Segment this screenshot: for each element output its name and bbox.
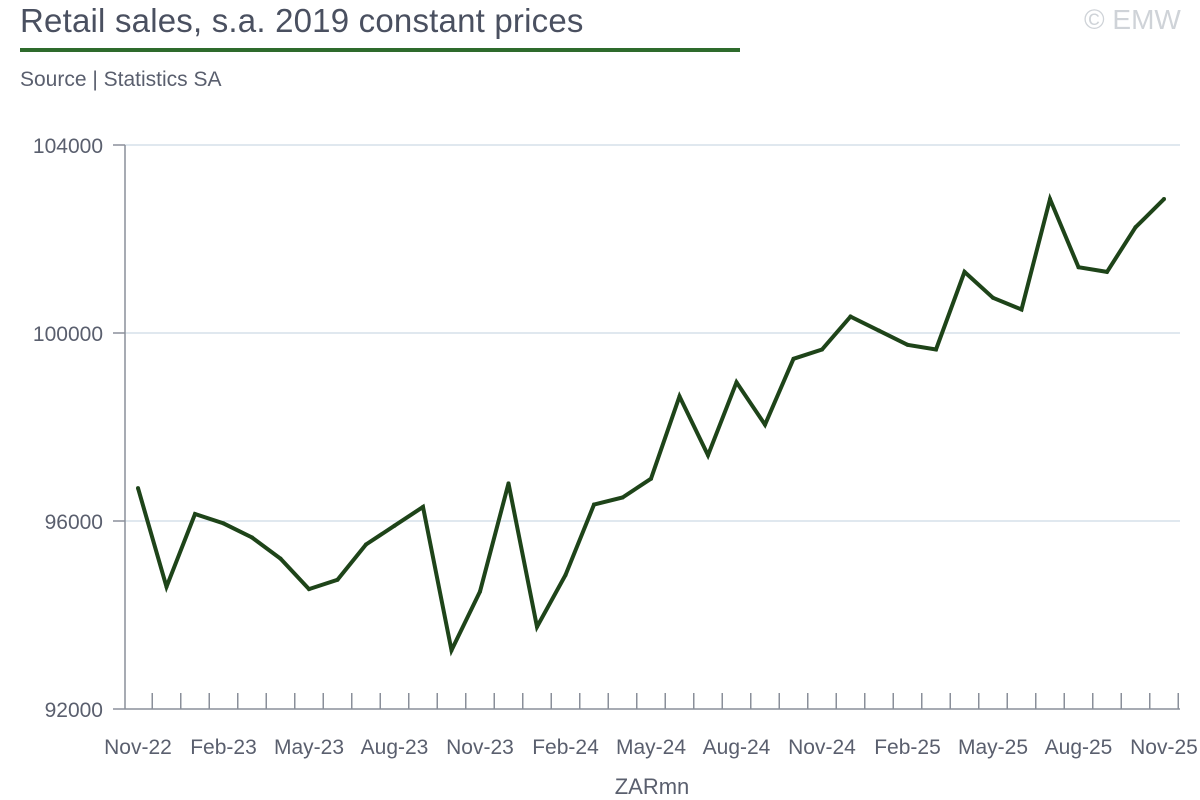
data-point (1133, 225, 1138, 230)
x-tick-label: Nov-22 (104, 736, 172, 759)
data-point (649, 476, 653, 481)
data-point (250, 535, 254, 540)
data-point (734, 380, 739, 385)
data-point (364, 542, 368, 547)
copyright-label: © EMW (1084, 4, 1181, 35)
x-tick-label: Feb-23 (190, 736, 257, 759)
data-point (706, 453, 710, 458)
data-point (905, 342, 910, 347)
x-tick-label: May-24 (616, 736, 686, 759)
data-point (1162, 197, 1166, 202)
series (136, 192, 1166, 657)
chart-title: Retail sales, s.a. 2019 constant prices (20, 2, 584, 39)
data-point (592, 502, 596, 507)
x-tick-label: Feb-24 (532, 736, 599, 759)
y-tick-label: 96000 (45, 511, 103, 534)
x-tick-label: Nov-24 (788, 736, 856, 759)
data-point (535, 624, 539, 629)
x-tick-label: Feb-25 (874, 736, 941, 759)
x-axis-title: ZARmn (615, 774, 690, 799)
gridlines (125, 144, 1180, 522)
series-line (136, 192, 1166, 657)
x-tick-label: Aug-24 (703, 736, 771, 759)
x-tick-label: Aug-25 (1045, 736, 1113, 759)
data-point (478, 589, 482, 594)
data-point (307, 587, 311, 592)
data-point (164, 584, 169, 589)
title-underline (20, 48, 740, 52)
data-point (820, 347, 824, 352)
x-tick-label: Nov-23 (446, 736, 514, 759)
data-point (791, 356, 796, 361)
data-point (335, 577, 340, 582)
data-point (136, 486, 140, 491)
data-point (563, 573, 568, 578)
data-point (449, 648, 454, 653)
data-point (962, 269, 967, 274)
y-tick-label: 100000 (33, 323, 103, 346)
data-point (1076, 265, 1081, 270)
data-point (763, 422, 767, 427)
data-point (1105, 269, 1109, 274)
data-point (221, 521, 226, 526)
data-point (193, 511, 197, 516)
source-label: Source | Statistics SA (20, 68, 222, 91)
y-tick-label: 104000 (33, 135, 103, 158)
x-tick-label: Aug-23 (361, 736, 429, 759)
data-point (991, 295, 995, 300)
data-point (1019, 307, 1024, 312)
data-point (934, 347, 938, 352)
data-point (506, 481, 511, 486)
y-tick-label: 92000 (45, 699, 103, 722)
data-point (421, 504, 425, 509)
data-point (848, 314, 853, 319)
x-tick-label: Nov-25 (1130, 736, 1198, 759)
data-point (877, 328, 881, 333)
data-point (278, 556, 283, 561)
data-point (620, 495, 625, 500)
x-tick-label: May-25 (958, 736, 1028, 759)
axes (113, 144, 1180, 710)
data-point (392, 523, 397, 528)
data-point (1048, 197, 1052, 202)
data-point (677, 394, 682, 399)
x-tick-label: May-23 (274, 736, 344, 759)
